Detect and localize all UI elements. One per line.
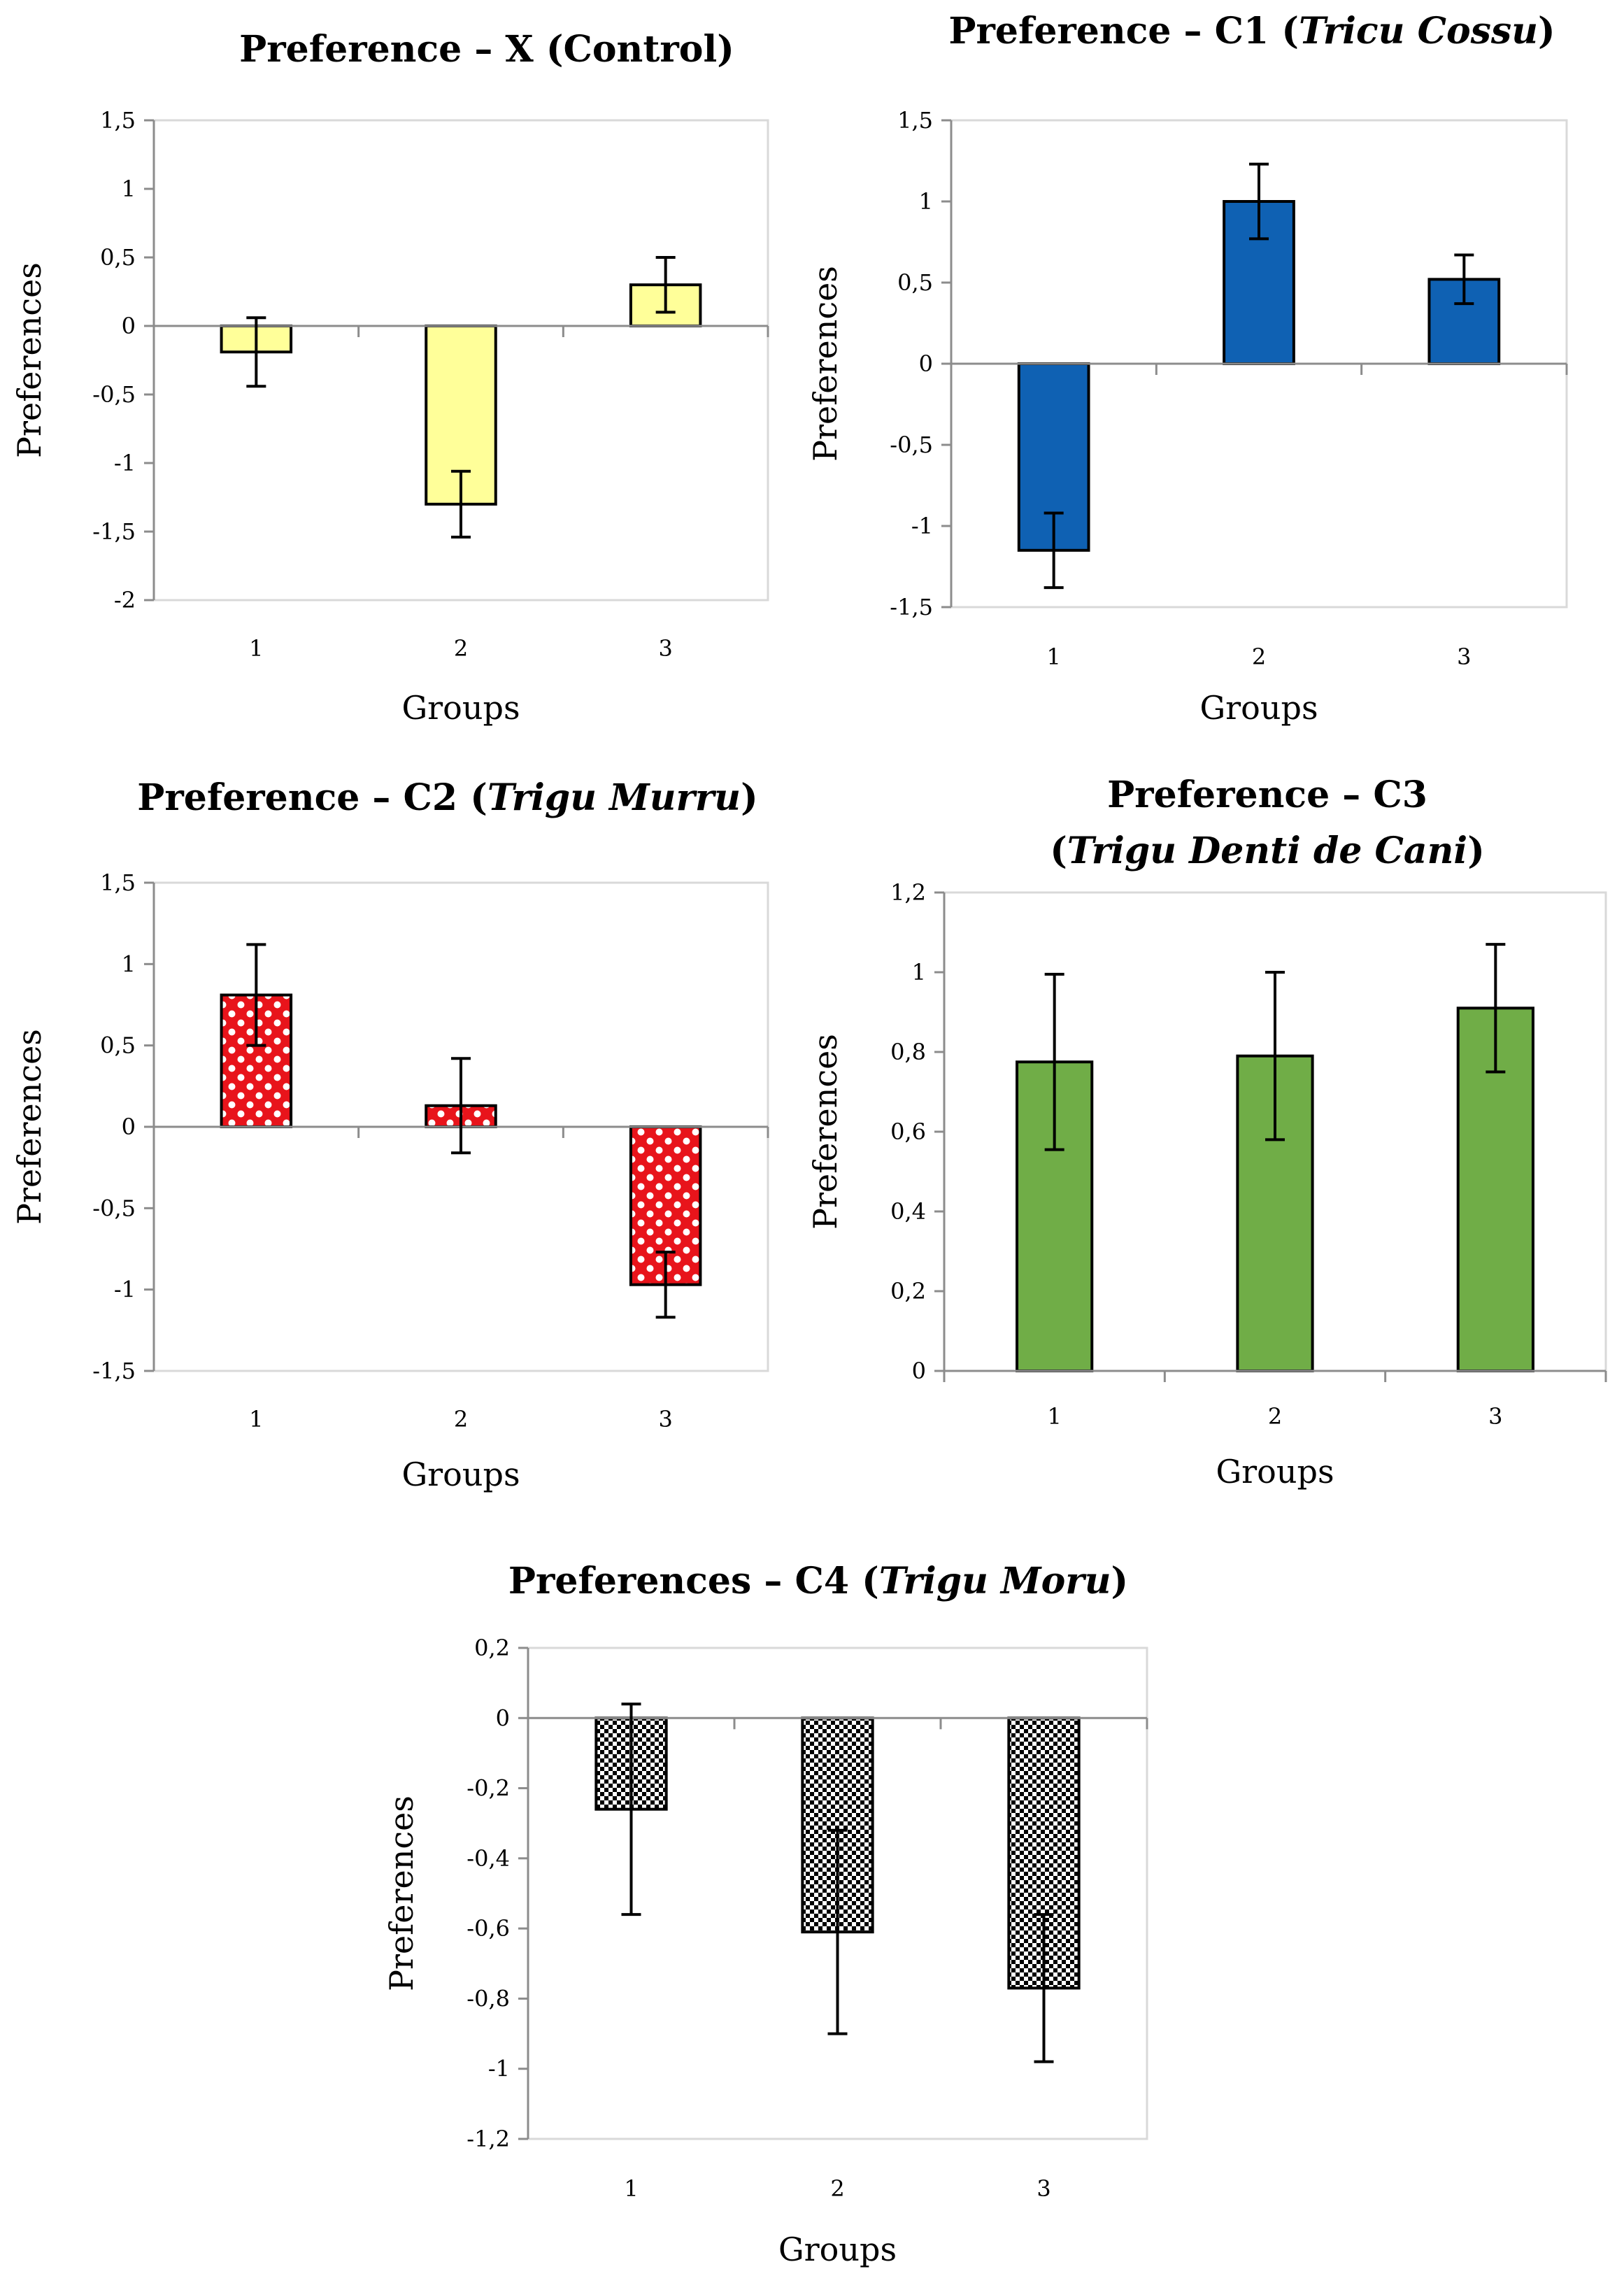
x-tick-label: 3 [658, 635, 672, 662]
y-tick-label: 1 [912, 959, 926, 986]
y-axis-title: Preferences [10, 1029, 48, 1225]
y-tick-label: 0 [496, 1705, 510, 1731]
y-tick-label: 1,5 [897, 107, 933, 134]
x-axis-title: Groups [1216, 1453, 1334, 1491]
y-tick-label: -1,5 [92, 518, 136, 545]
error-bar-group-2 [827, 1828, 848, 2035]
error-bar-group-1 [246, 316, 266, 388]
y-tick-label: 0,5 [100, 244, 136, 271]
error-bar-group-1 [246, 943, 266, 1047]
y-tick-label: -1,5 [92, 1358, 136, 1384]
x-tick-label: 1 [249, 1406, 263, 1432]
x-tick-label: 1 [1047, 1403, 1061, 1430]
error-bar-group-1 [621, 1702, 641, 1916]
y-tick-label: 1,5 [100, 869, 136, 896]
x-tick-label: 2 [454, 1406, 468, 1432]
x-axis-title: Groups [778, 2231, 897, 2268]
y-tick-label: -1 [114, 450, 136, 476]
y-tick-label: 1 [919, 188, 933, 215]
y-tick-label: 0,4 [890, 1198, 926, 1225]
x-tick-label: 2 [1268, 1403, 1282, 1430]
y-tick-label: 0 [912, 1358, 926, 1384]
y-tick-label: 0,5 [100, 1032, 136, 1059]
error-bar-group-1 [1044, 972, 1064, 1151]
chart-preference-c4-trigu-moru: Preferences – C4 (Trigu Moru) -1,2 -1 -0,8 -… [383, 1560, 1148, 2268]
error-bar-group-3 [655, 1251, 676, 1319]
y-axis-title: Preferences [806, 266, 844, 462]
y-tick-label: -0,5 [92, 1195, 136, 1221]
y-tick-label: -0,4 [466, 1845, 510, 1872]
y-tick-label: -1,2 [466, 2126, 510, 2152]
y-tick-label: -2 [114, 587, 136, 613]
y-axis-title: Preferences [383, 1795, 420, 1991]
error-bar-group-2 [451, 1057, 471, 1155]
error-bar-group-3 [1486, 943, 1506, 1074]
chart-preference-c2-trigu-murru: Preference – C2 (Trigu Murru) -1,5 -1 -0,5 0… [10, 776, 769, 1493]
x-axis-title: Groups [401, 1456, 520, 1493]
x-tick-label: 2 [1252, 643, 1266, 670]
y-axis-title: Preferences [10, 262, 48, 458]
chart-title: Preferences – C4 (Trigu Moru) [508, 1560, 1128, 1602]
y-tick-label: 1 [122, 176, 136, 202]
y-tick-label: 1 [122, 951, 136, 977]
y-tick-label: 0,2 [474, 1635, 510, 1661]
y-tick-label: 0,2 [890, 1278, 926, 1304]
x-tick-label: 3 [1457, 643, 1471, 670]
error-bar-group-3 [655, 256, 676, 314]
y-tick-label: 0,5 [897, 269, 933, 296]
chart-title: (Trigu Denti de Cani) [1050, 830, 1485, 872]
x-tick-label: 1 [249, 635, 263, 662]
chart-title: Preference – C2 (Trigu Murru) [137, 776, 757, 819]
y-tick-label: -0,5 [92, 381, 136, 408]
chart-preference-x-control: Preference – X (Control) -2 -1,5 -1 -0,5 0 0,5… [10, 28, 769, 727]
y-tick-label: -0,5 [890, 432, 933, 458]
chart-preference-c1-tricu-cossu: Preference – C1 (Tricu Cossu) -1,5 -1 -0,5 0… [806, 10, 1568, 727]
error-bar-group-1 [1044, 511, 1064, 590]
x-tick-label: 1 [624, 2175, 638, 2202]
x-tick-label: 2 [454, 635, 468, 662]
y-tick-label: -0,6 [466, 1915, 510, 1942]
error-bar-group-2 [1249, 162, 1269, 241]
error-bar-group-3 [1034, 1913, 1054, 2063]
error-bar-group-2 [451, 469, 471, 539]
y-tick-label: 1,2 [890, 879, 926, 906]
x-tick-label: 1 [1046, 643, 1060, 670]
y-tick-label: 0,6 [890, 1118, 926, 1145]
y-tick-label: -1 [488, 2056, 510, 2082]
chart-preference-c3-trigu-denti-de-cani: Preference – C3 (Trigu Denti de Cani) 0 0,2… [806, 774, 1607, 1491]
x-tick-label: 3 [1037, 2175, 1050, 2202]
y-tick-label: -1 [114, 1276, 136, 1303]
x-axis-title: Groups [1199, 689, 1318, 727]
x-tick-label: 3 [1488, 1403, 1502, 1430]
error-bar-group-3 [1454, 253, 1474, 306]
y-tick-label: -1 [911, 513, 933, 539]
y-tick-label: 0 [122, 1114, 136, 1140]
y-tick-label: 0,8 [890, 1039, 926, 1065]
error-bar-group-2 [1265, 971, 1285, 1142]
x-axis-title: Groups [401, 689, 520, 727]
y-tick-label: -0,2 [466, 1775, 510, 1802]
chart-title: Preference – X (Control) [239, 28, 734, 71]
x-tick-label: 2 [830, 2175, 844, 2202]
y-tick-label: 0 [122, 313, 136, 339]
x-tick-label: 3 [658, 1406, 672, 1432]
y-axis-title: Preferences [806, 1034, 844, 1230]
chart-title: Preference – C1 (Tricu Cossu) [948, 10, 1555, 52]
y-tick-label: 1,5 [100, 107, 136, 134]
y-tick-label: -0,8 [466, 1985, 510, 2012]
chart-title: Preference – C3 [1107, 774, 1427, 816]
y-tick-label: -1,5 [890, 594, 933, 620]
y-tick-label: 0 [919, 350, 933, 377]
